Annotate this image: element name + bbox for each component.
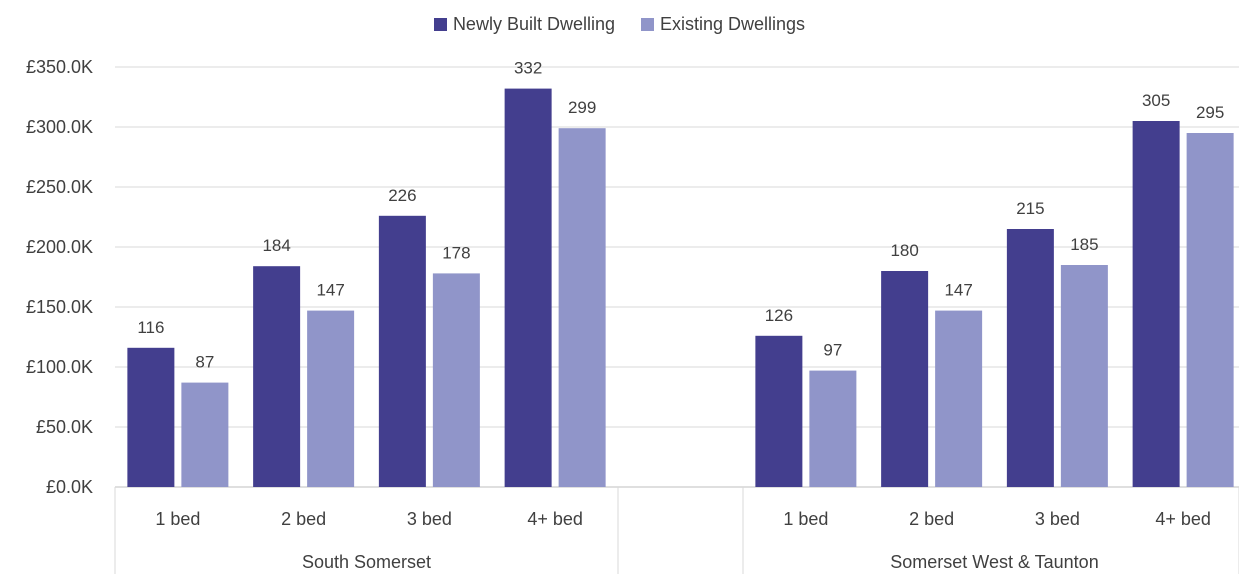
data-label: 180 xyxy=(890,241,918,260)
data-label: 126 xyxy=(765,306,793,325)
bar xyxy=(127,347,175,487)
x-tick-label: 1 bed xyxy=(155,509,200,529)
bar xyxy=(432,273,480,487)
data-label: 332 xyxy=(514,59,542,78)
data-label: 178 xyxy=(442,243,470,262)
y-tick-label: £250.0K xyxy=(26,177,93,197)
bar xyxy=(935,310,983,487)
bar xyxy=(1006,229,1054,487)
y-tick-label: £0.0K xyxy=(46,477,93,497)
bar xyxy=(253,266,301,487)
bar xyxy=(881,271,929,487)
y-tick-label: £350.0K xyxy=(26,57,93,77)
x-tick-label: 2 bed xyxy=(909,509,954,529)
bar xyxy=(809,370,857,487)
bar xyxy=(755,335,803,487)
y-tick-label: £200.0K xyxy=(26,237,93,257)
legend-label-existing: Existing Dwellings xyxy=(660,14,806,34)
data-label: 147 xyxy=(316,281,344,300)
legend-item-newly-built: Newly Built Dwelling xyxy=(433,14,615,35)
legend: Newly Built Dwelling Existing Dwellings xyxy=(0,14,1239,35)
y-tick-label: £100.0K xyxy=(26,357,93,377)
y-tick-label: £150.0K xyxy=(26,297,93,317)
data-label: 87 xyxy=(195,353,214,372)
bar xyxy=(1132,121,1180,487)
data-label: 299 xyxy=(568,98,596,117)
data-label: 116 xyxy=(137,318,164,337)
data-label: 226 xyxy=(388,186,416,205)
x-tick-label: 1 bed xyxy=(783,509,828,529)
legend-swatch-newly-built xyxy=(433,18,447,31)
group-label: South Somerset xyxy=(302,552,431,572)
data-label: 305 xyxy=(1142,91,1170,110)
x-tick-label: 4+ bed xyxy=(527,509,583,529)
bar xyxy=(1060,265,1108,487)
bar xyxy=(558,128,606,487)
bar xyxy=(181,382,229,487)
bar xyxy=(307,310,355,487)
bar xyxy=(504,88,552,487)
y-tick-label: £300.0K xyxy=(26,117,93,137)
group-label: Somerset West & Taunton xyxy=(890,552,1098,572)
data-label: 97 xyxy=(823,341,842,360)
x-tick-label: 4+ bed xyxy=(1155,509,1211,529)
data-label: 185 xyxy=(1070,235,1098,254)
bar xyxy=(1186,133,1234,487)
x-tick-label: 2 bed xyxy=(281,509,326,529)
data-label: 147 xyxy=(944,281,972,300)
data-label: 295 xyxy=(1196,103,1224,122)
y-tick-label: £50.0K xyxy=(36,417,93,437)
legend-item-existing: Existing Dwellings xyxy=(641,14,805,35)
x-tick-label: 3 bed xyxy=(407,509,452,529)
data-label: 184 xyxy=(262,236,290,255)
legend-swatch-existing xyxy=(641,18,654,31)
legend-label-newly-built: Newly Built Dwelling xyxy=(452,14,615,34)
data-label: 215 xyxy=(1016,199,1044,218)
x-tick-label: 3 bed xyxy=(1035,509,1080,529)
bar xyxy=(378,215,426,488)
